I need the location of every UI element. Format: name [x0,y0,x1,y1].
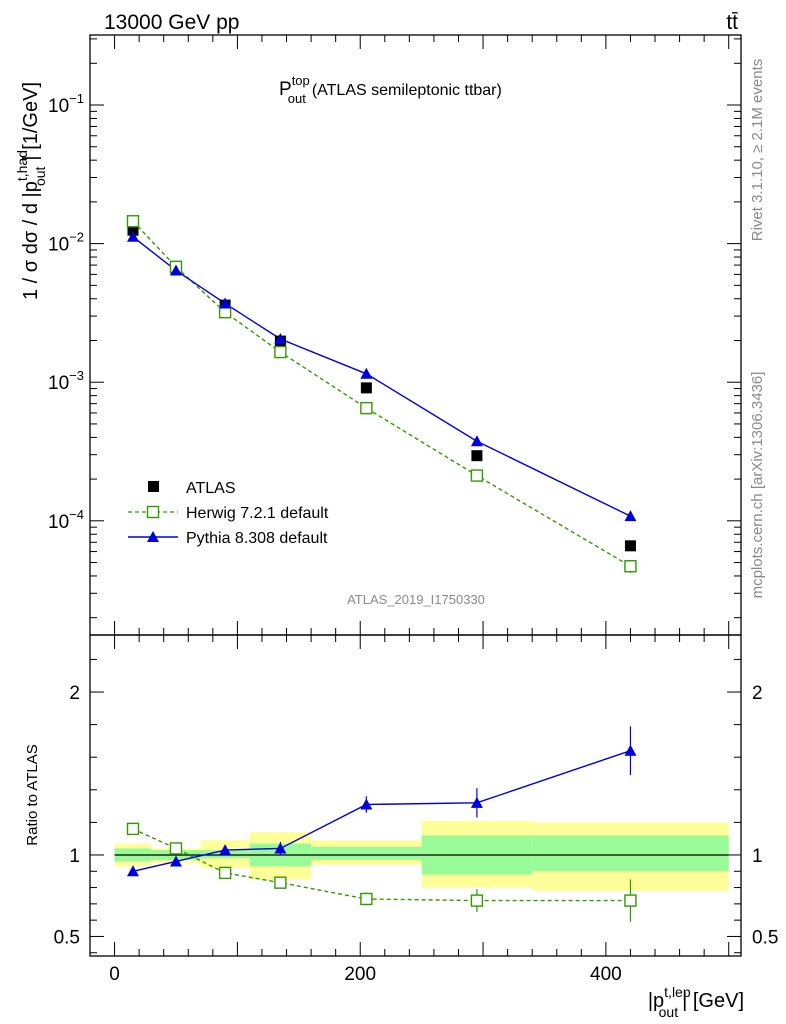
legend-pythia-label: Pythia 8.308 default [186,530,328,547]
ratio-y-tick-label: 1 [69,846,80,867]
ratio-point [624,894,637,907]
x-tick-label: 200 [344,964,376,985]
legend-herwig-label: Herwig 7.2.1 default [186,505,329,522]
ratio-y-tick-label-right: 2 [752,683,763,704]
ratio-y-tick-label-right: 0.5 [752,927,778,948]
main-point [360,382,372,394]
ratio-point [219,844,232,856]
ratio-point [169,855,182,867]
main-point [624,560,637,573]
main-point [470,435,483,447]
plot-title: Ptop out (ATLAS semileptonic ttbar) [279,73,502,106]
main-series-line-2 [132,236,631,517]
main-point [360,401,373,415]
main-point [624,540,636,552]
energy-label: 13000 GeV pp [104,11,239,34]
main-point [127,224,139,236]
ratio-point [274,876,287,889]
legend-atlas-marker [148,481,159,492]
main-point [470,469,484,482]
ratio-point [470,894,484,907]
main-point [274,345,287,359]
process-label: tt̄ [726,11,738,34]
main-y-axis-label: 1 / σ dσ / d |pt,had out| [1/GeV] [14,82,48,300]
x-tick-label: 0 [109,964,120,985]
ratio-plot [89,634,742,957]
ratio-point [470,796,483,808]
ratio-point [360,798,373,810]
main-point [219,297,232,309]
ratio-frame [89,634,742,957]
ratio-band-inner [311,846,422,860]
main-point [126,215,140,228]
mcplots-label: mcplots.cern.ch [arXiv:1306.3436] [749,372,766,599]
ratio-y-tick-label-right: 1 [752,846,763,867]
ratio-point [274,842,287,854]
x-axis-label: |pt,lep out | [GeV] [648,984,744,1020]
main-point [471,450,483,462]
main-point [274,333,287,345]
ratio-band-inner [532,835,729,872]
legend-atlas-label: ATLAS [186,480,236,497]
rivet-version-label: Rivet 3.1.10, ≥ 2.1M events [749,59,766,242]
ratio-point [126,822,140,836]
legend-herwig-marker [146,505,160,519]
ratio-point [360,892,373,906]
ratio-y-tick-label: 0.5 [54,927,80,948]
main-y-tick-label: 10−4 [48,507,84,533]
ratio-point [169,842,183,855]
legend-pythia-marker [147,531,159,542]
ratio-point [218,866,232,880]
main-point [360,367,373,379]
ratio-y-tick-label: 2 [69,683,80,704]
analysis-id-label: ATLAS_2019_I1750330 [347,592,485,607]
x-tick-label: 400 [590,964,622,985]
ratio-point [624,744,637,756]
main-y-tick-label: 10−1 [48,91,84,117]
main-y-tick-label: 10−2 [48,230,84,256]
ratio-point [126,865,139,877]
main-point [126,230,139,242]
legend: ATLAS Herwig 7.2.1 default Pythia 8.308 … [128,480,329,547]
main-point [624,510,637,522]
main-y-tick-label: 10−3 [48,368,84,394]
main-point [169,264,182,276]
ratio-y-axis-label: Ratio to ATLAS [24,744,41,845]
